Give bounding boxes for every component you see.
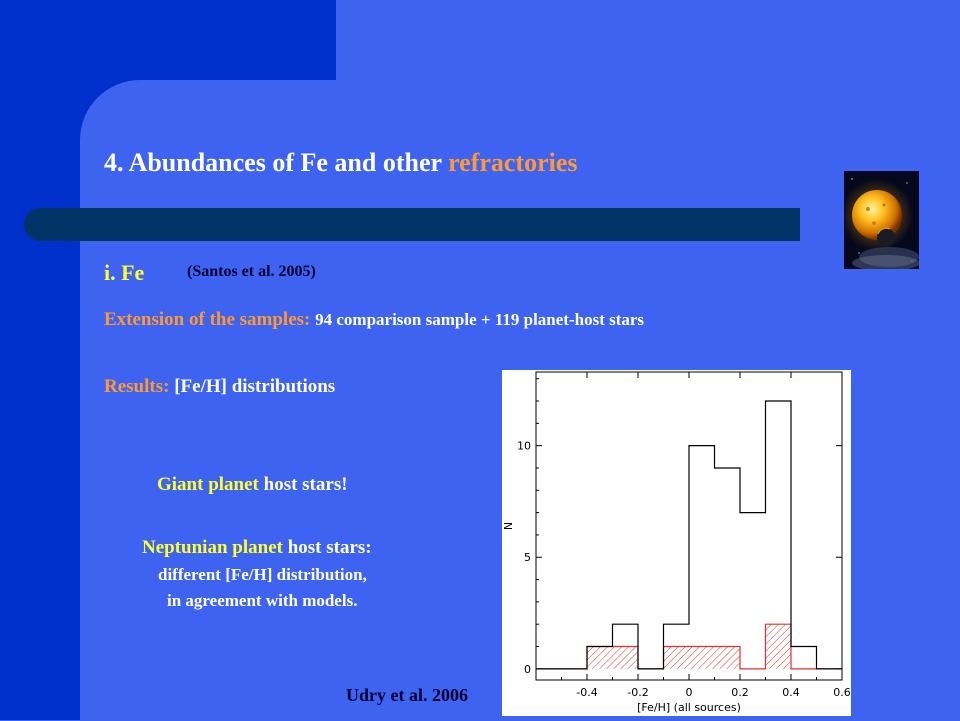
top-decor-block <box>0 0 336 80</box>
giant-line: Giant planet host stars! <box>157 474 348 495</box>
neptunian-bar <box>612 646 638 669</box>
results-label: Results: <box>104 376 170 397</box>
neptunian-bar <box>765 624 791 669</box>
x-tick-label: -0.2 <box>627 686 648 699</box>
corner-decor <box>80 80 140 140</box>
x-axis-label: [Fe/H] (all sources) <box>637 701 741 714</box>
y-tick-label: 0 <box>524 663 531 676</box>
y-tick-label: 10 <box>517 440 531 453</box>
credit-text: Udry et al. 2006 <box>346 685 468 705</box>
section-heading: i. Fe <box>104 260 145 285</box>
reference-text: (Santos et al. 2005) <box>187 263 316 280</box>
feh-histogram-chart: -0.4 -0.2 0 0.2 0.4 0.6 0 5 10 [Fe/H] (all source… <box>502 370 851 716</box>
left-decor-strip <box>0 0 80 720</box>
planet-star-image <box>844 171 919 269</box>
y-axis-label: N <box>502 522 515 530</box>
extension-text: 94 comparison sample + 119 planet-host s… <box>315 310 645 329</box>
x-tick-label: 0.4 <box>782 686 800 699</box>
neptunian-detail-2: in agreement with models. <box>167 591 358 610</box>
neptunian-line: Neptunian planet host stars: <box>142 537 372 558</box>
title-underline-bar <box>24 208 800 241</box>
x-tick-label: -0.4 <box>576 686 597 699</box>
slide-title: 4. Abundances of Fe and other refractori… <box>104 148 578 177</box>
histogram-svg: -0.4 -0.2 0 0.2 0.4 0.6 0 5 10 [Fe/H] (all source… <box>502 371 851 714</box>
neptunian-bar <box>689 646 715 669</box>
x-tick-label: 0.6 <box>833 686 851 699</box>
x-tick-label: 0 <box>686 686 693 699</box>
results-line: Results: [Fe/H] distributions <box>104 376 335 398</box>
results-text: [Fe/H] distributions <box>174 376 336 397</box>
neptunian-detail-1: different [Fe/H] distribution, <box>158 565 367 584</box>
neptunian-bar <box>663 646 689 669</box>
x-tick-label: 0.2 <box>731 686 749 699</box>
giant-histogram-outline <box>536 400 842 670</box>
neptunian-bar <box>587 646 613 669</box>
extension-label: Extension of the samples: <box>104 309 311 330</box>
y-tick-label: 5 <box>524 551 531 564</box>
neptunian-bar <box>714 646 740 669</box>
extension-line: Extension of the samples: 94 comparison … <box>104 309 644 331</box>
